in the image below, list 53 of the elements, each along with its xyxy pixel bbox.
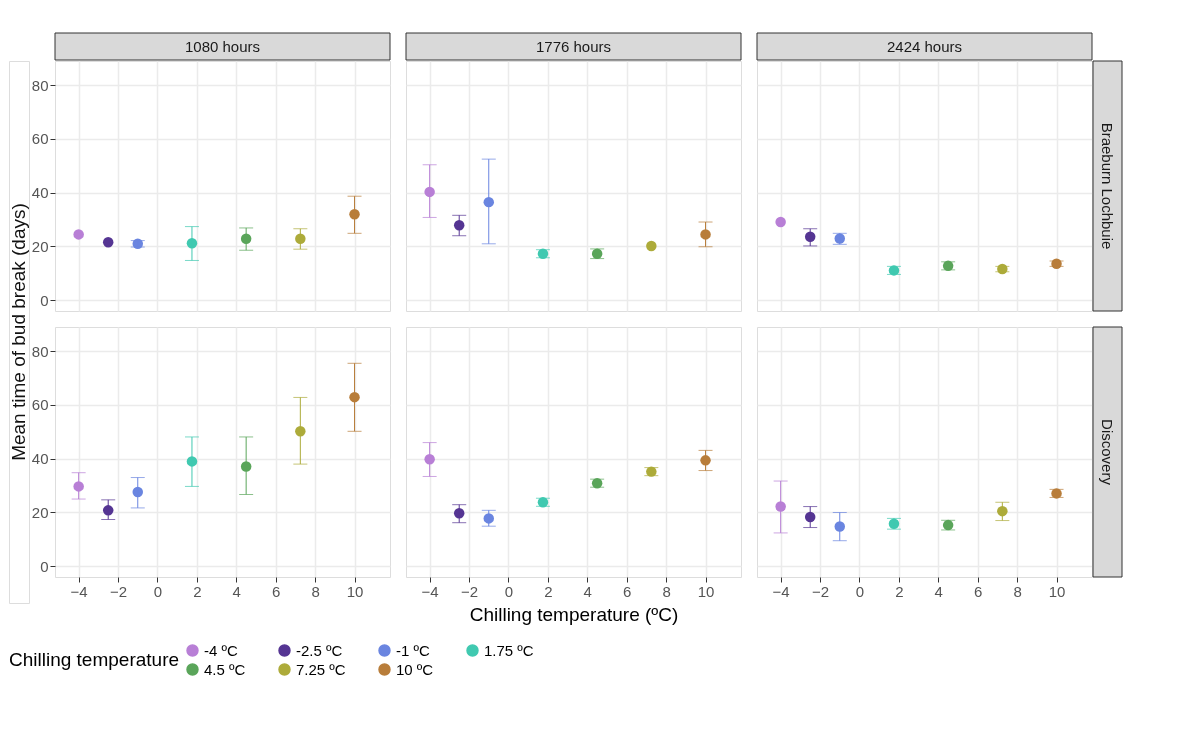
y-tick-label: 0 xyxy=(40,557,49,575)
x-tick-label: 8 xyxy=(311,582,320,600)
legend-label: -1 ºC xyxy=(396,641,430,659)
x-tick-label: 8 xyxy=(1013,582,1022,600)
x-tick-label: 0 xyxy=(855,582,865,600)
x-tick-label: 10 xyxy=(346,582,364,600)
x-tick-label: 4 xyxy=(934,582,943,600)
legend-label: -4 ºC xyxy=(204,641,238,659)
x-tick-label: 2 xyxy=(544,582,553,600)
x-tick-label: 10 xyxy=(697,582,715,600)
y-axis-title: Mean time of bud break (days) xyxy=(8,203,29,461)
x-tick-label: −2 xyxy=(110,582,128,600)
y-tick-label: 20 xyxy=(31,237,49,255)
x-tick-label: 6 xyxy=(974,582,983,600)
legend-label: -2.5 ºC xyxy=(296,641,343,659)
x-tick-label: −2 xyxy=(461,582,479,600)
y-tick-label: 40 xyxy=(31,450,49,468)
x-axis-title: Chilling temperature (ºC) xyxy=(469,603,679,625)
y-tick-label: 60 xyxy=(31,396,49,414)
y-tick-label: 80 xyxy=(31,342,49,360)
x-tick-label: −4 xyxy=(772,582,790,600)
x-tick-label: 0 xyxy=(153,582,163,600)
chart-title: 2424 hours xyxy=(886,38,963,55)
y-tick-label: 0 xyxy=(40,291,49,309)
x-tick-label: 2 xyxy=(193,582,202,600)
x-tick-label: 4 xyxy=(583,582,592,600)
legend-label: 7.25 ºC xyxy=(296,660,346,678)
x-tick-label: −4 xyxy=(70,582,88,600)
y2-axis-title: Discovery xyxy=(1099,419,1116,486)
point xyxy=(73,229,84,240)
legend-title: Chilling temperature xyxy=(9,649,180,670)
point xyxy=(775,216,786,228)
legend-label: 4.5 ºC xyxy=(204,660,246,678)
x-tick-label: 2 xyxy=(895,582,904,600)
x-tick-label: 10 xyxy=(1048,582,1066,600)
x-tick-label: 4 xyxy=(232,582,241,600)
chart-title: 1776 hours xyxy=(535,38,612,55)
y-tick-label: 40 xyxy=(31,184,49,202)
x-tick-label: 8 xyxy=(662,582,671,600)
point xyxy=(646,240,657,252)
x-tick-label: −2 xyxy=(812,582,830,600)
x-tick-label: 0 xyxy=(504,582,514,600)
y-tick-label: 20 xyxy=(31,503,49,521)
x-tick-label: 6 xyxy=(623,582,632,600)
y-tick-label: 80 xyxy=(31,76,49,94)
chart-title: 1080 hours xyxy=(184,38,261,55)
legend-label: 10 ºC xyxy=(396,660,434,678)
y2-axis-title: Braeburn Lochbuie xyxy=(1099,122,1116,250)
x-tick-label: 6 xyxy=(272,582,281,600)
legend-label: 1.75 ºC xyxy=(484,641,534,659)
x-tick-label: −4 xyxy=(421,582,439,600)
y-tick-label: 60 xyxy=(31,130,49,148)
point xyxy=(102,236,114,248)
